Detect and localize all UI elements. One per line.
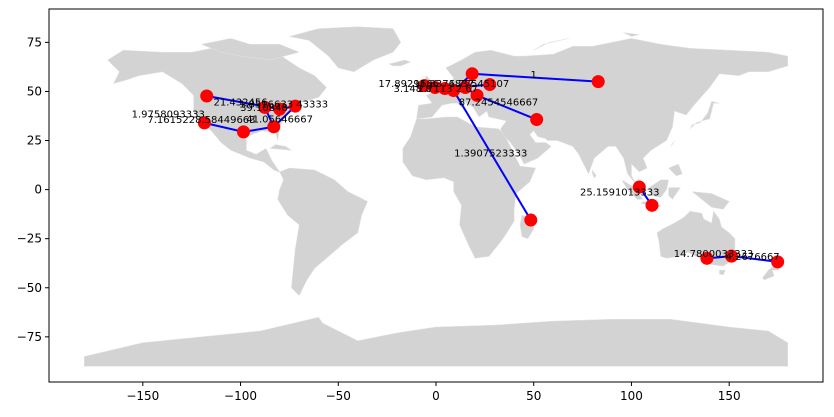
y-axis: 75 50 25 0 −25 −50 −75 <box>17 35 49 344</box>
node-point <box>267 120 281 134</box>
node-layer <box>197 67 785 269</box>
land-region <box>402 116 537 259</box>
edge-weight-label: 1.77545107 <box>449 79 509 90</box>
edge-weight-label: 25.1591013333 <box>580 188 660 199</box>
edge-weight-label: 87.2454546667 <box>459 98 539 109</box>
edge-weight-label: 14.7800033333 <box>674 249 754 260</box>
land-region <box>719 269 726 276</box>
x-tick-label: −50 <box>326 389 351 403</box>
node-point <box>645 198 659 212</box>
edge-weight-label: 39.10848 <box>240 103 288 114</box>
y-tick-label: 75 <box>27 35 42 49</box>
x-tick-label: 100 <box>620 389 643 403</box>
edge-line <box>472 72 599 83</box>
node-point <box>447 83 461 97</box>
edge-weight-label: 1.8516633 43333 <box>239 100 328 111</box>
land-region <box>689 101 720 129</box>
edge-weight-label: 1.9758093333 <box>132 109 205 120</box>
edge-weight-label: 16.8376837 <box>414 79 474 90</box>
land-region <box>107 46 327 175</box>
node-point <box>524 213 538 227</box>
node-point <box>700 251 714 265</box>
node-point <box>483 78 497 92</box>
node-point <box>632 180 646 194</box>
node-point <box>465 67 479 81</box>
edge-weight-label: 17.8929166 <box>378 79 438 90</box>
land-region <box>621 179 644 200</box>
land-region <box>269 144 292 151</box>
y-tick-label: −75 <box>17 330 42 344</box>
y-tick-label: 0 <box>34 183 42 197</box>
node-point <box>258 100 272 114</box>
x-tick-label: 150 <box>718 389 741 403</box>
edge-weight-label: 21.432456 <box>214 97 268 108</box>
node-point <box>197 116 211 130</box>
node-point <box>458 81 472 95</box>
x-axis: −150 −100 −50 0 50 100 150 <box>126 382 741 403</box>
node-point <box>236 125 250 139</box>
land-region <box>656 210 736 267</box>
y-tick-label: −25 <box>17 232 42 246</box>
node-point <box>200 89 214 103</box>
land-region <box>592 169 597 179</box>
y-tick-label: 25 <box>27 134 42 148</box>
edge-weight-label: 2.7113 2.67 <box>418 84 478 95</box>
edge-weight-label: 1 <box>531 70 537 81</box>
land-region <box>668 187 681 200</box>
land-region <box>691 191 730 210</box>
x-tick-label: −100 <box>224 389 257 403</box>
node-point <box>417 79 431 93</box>
node-point <box>428 81 442 95</box>
y-tick-label: −50 <box>17 281 42 295</box>
edge-weight-label: 1.3907523333 <box>454 149 527 160</box>
land-region <box>388 59 412 67</box>
land-region <box>668 163 683 177</box>
land-region <box>83 316 789 367</box>
land-region <box>200 38 300 61</box>
node-point <box>771 255 785 269</box>
edge-line <box>452 89 532 221</box>
land-region <box>648 179 669 198</box>
edge-line <box>204 121 244 133</box>
node-point <box>273 102 287 116</box>
y-tick-label: 50 <box>27 84 42 98</box>
edge-weight-label: 3.148 8 <box>393 84 431 95</box>
node-point <box>725 249 739 263</box>
node-point <box>530 113 544 127</box>
edge-label-layer: 21.4324561.97580933337.1615228.584496633… <box>132 70 780 263</box>
land-region <box>670 140 675 147</box>
x-tick-label: −150 <box>126 389 159 403</box>
land-region <box>623 32 640 37</box>
node-point <box>591 75 605 89</box>
edge-line <box>476 94 538 121</box>
edge-weight-label: 41.05646667 <box>246 114 313 125</box>
land-region <box>533 38 569 51</box>
land-region <box>277 167 368 297</box>
land-region <box>289 26 402 73</box>
node-point <box>470 88 484 102</box>
edge-weight-label: 7.1615228.58449663 <box>147 115 255 126</box>
edge-weight-label: 4.2676667 <box>726 252 780 263</box>
edge-line <box>731 255 778 263</box>
x-tick-label: 0 <box>432 389 440 403</box>
x-tick-label: 50 <box>526 389 541 403</box>
node-point <box>288 99 302 113</box>
